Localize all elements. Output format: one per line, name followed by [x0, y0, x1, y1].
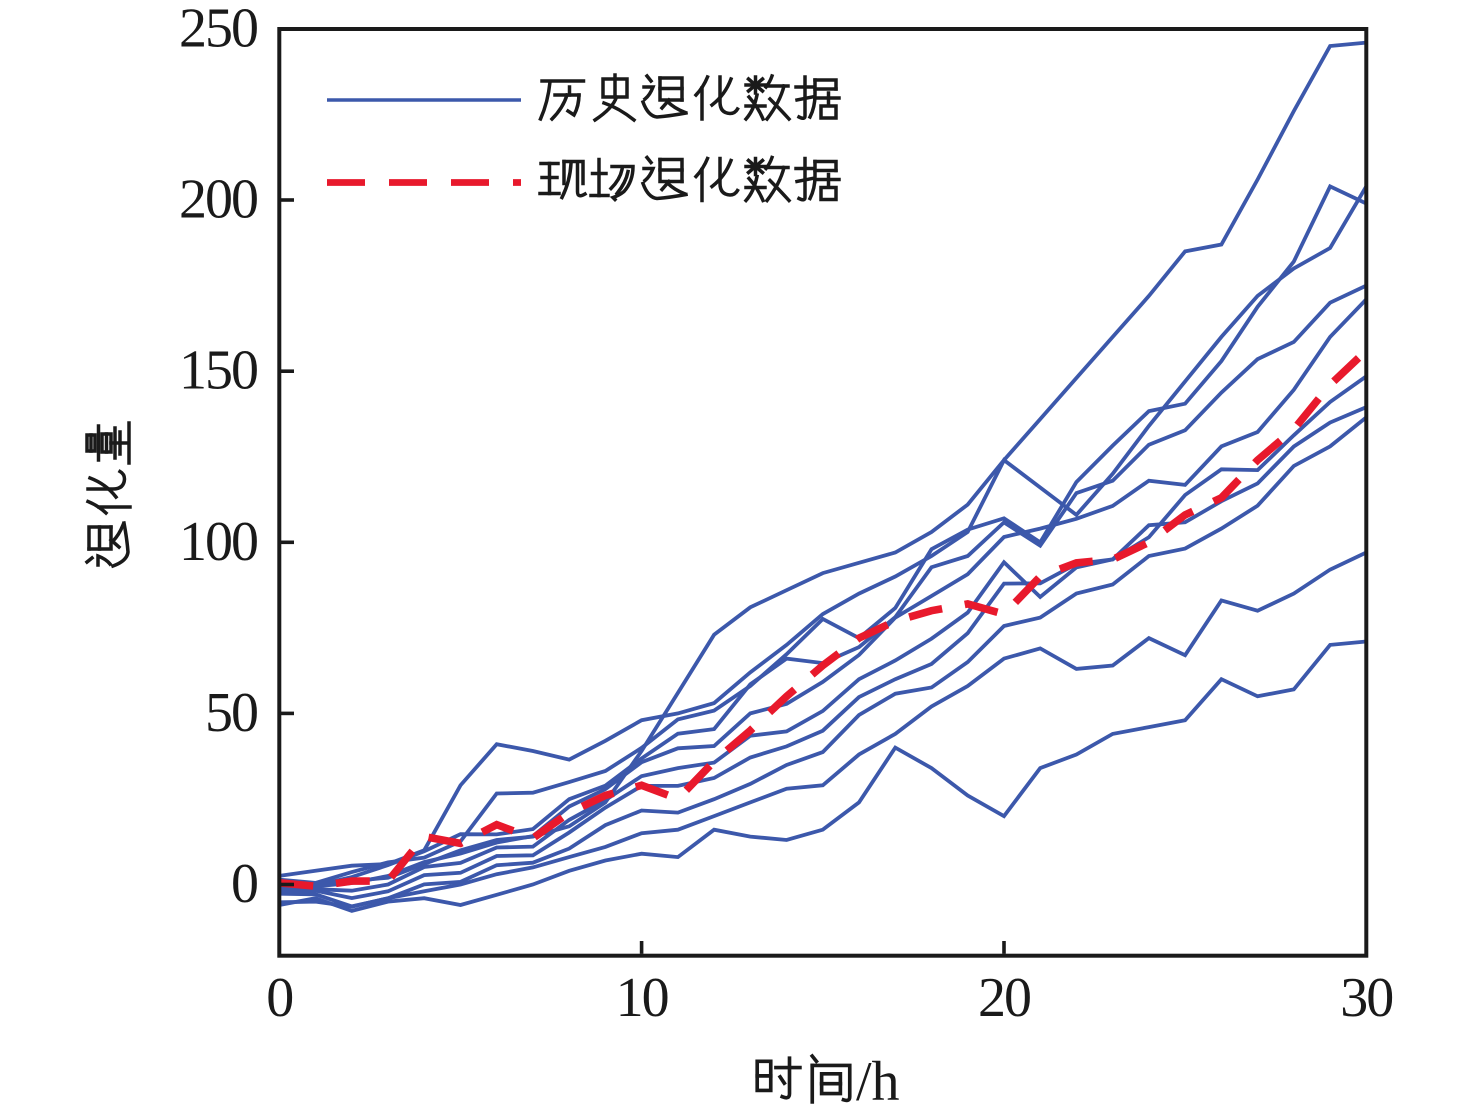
svg-text:0: 0	[231, 853, 257, 915]
svg-text:30: 30	[1340, 967, 1392, 1029]
svg-text:100: 100	[179, 511, 257, 573]
svg-text:250: 250	[179, 0, 257, 59]
svg-text:150: 150	[179, 340, 257, 402]
svg-text:10: 10	[616, 967, 668, 1029]
svg-text:0: 0	[266, 967, 292, 1029]
svg-text:/h: /h	[856, 1051, 900, 1113]
svg-text:200: 200	[179, 169, 257, 231]
svg-text:20: 20	[978, 967, 1030, 1029]
svg-text:50: 50	[205, 682, 257, 744]
